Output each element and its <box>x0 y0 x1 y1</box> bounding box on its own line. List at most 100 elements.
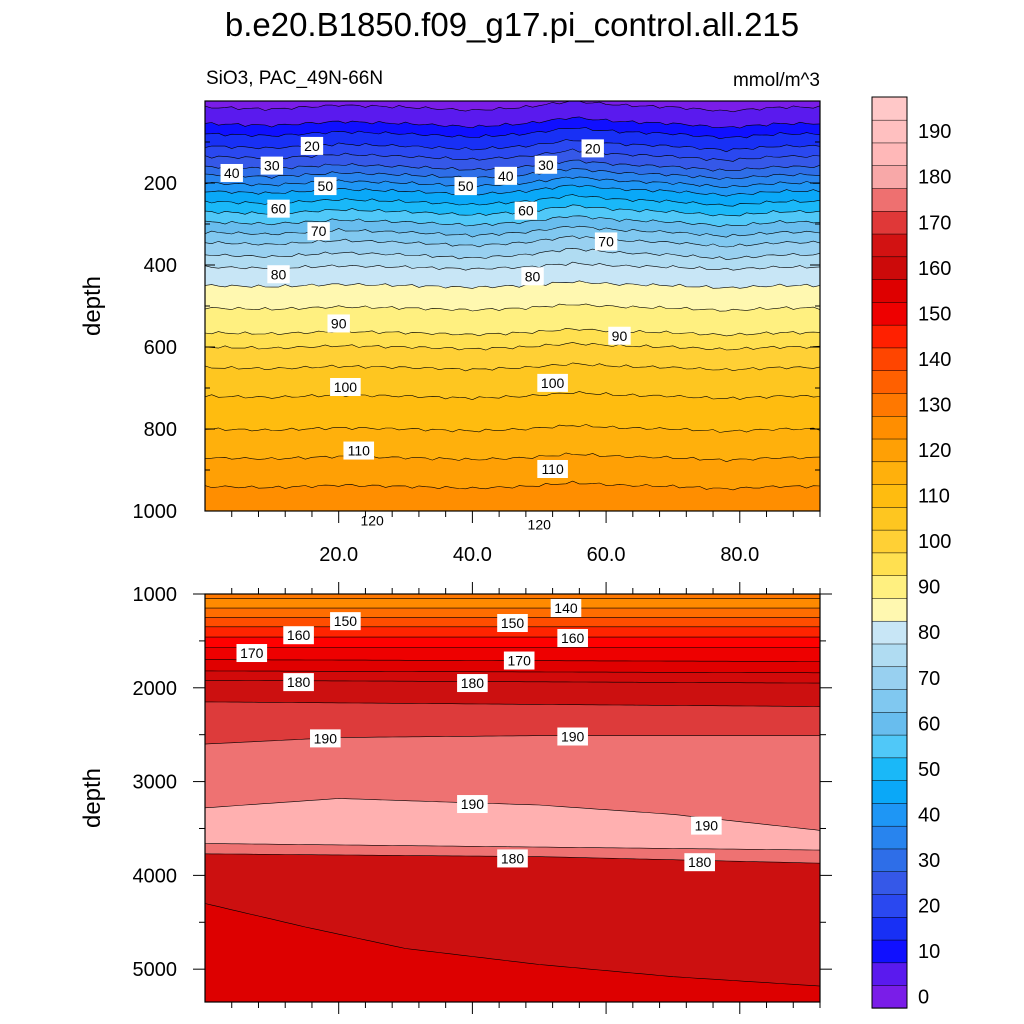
lower-contour-line-195 <box>205 843 820 851</box>
lower-contour-line-180 <box>205 701 820 707</box>
upper-contour-label-text: 120 <box>528 516 552 532</box>
colorbar-label: 80 <box>918 622 940 644</box>
upper-contour-label-text: 70 <box>311 223 327 239</box>
upper-contour-line-120 <box>205 452 820 463</box>
lower-contour-label-box <box>310 729 341 748</box>
lower-panel-frame <box>204 593 821 1003</box>
upper-contour-label-text: 80 <box>271 266 287 282</box>
upper-y-tick-label: 800 <box>144 419 177 441</box>
upper-fill-band-130 <box>575 510 581 511</box>
colorbar-label: 170 <box>918 212 951 234</box>
x-tick-label: 40.0 <box>453 544 492 566</box>
lower-contour-label: 170 <box>236 644 268 663</box>
upper-contour-label-text: 100 <box>541 375 565 391</box>
colorbar: 0 10 20 30 40 50 60 70 80 90 100 110 120 130 140 150 160… <box>871 96 951 1009</box>
upper-contour-label-text: 30 <box>264 158 280 174</box>
upper-contour-label-box <box>330 378 361 396</box>
upper-contour-label: 20 <box>581 139 604 158</box>
upper-contour-line-100 <box>205 342 820 351</box>
colorbar-label: 50 <box>918 759 940 781</box>
upper-contour-label-text: 60 <box>518 203 534 219</box>
colorbar-swatch <box>871 620 908 645</box>
colorbar-swatch <box>871 347 908 371</box>
colorbar-swatch <box>871 962 908 986</box>
lower-contour-label: 190 <box>457 795 488 814</box>
lower-contour-label-box <box>457 674 488 693</box>
colorbar-label: 70 <box>918 668 940 690</box>
upper-contour-line-80 <box>205 261 820 271</box>
upper-contour-label-text: 80 <box>525 268 541 284</box>
subtitle-right: mmol/m^3 <box>733 70 820 91</box>
lower-contour-label-text: 170 <box>508 653 532 669</box>
colorbar-swatch <box>871 643 908 668</box>
lower-contour-label-text: 190 <box>461 796 485 812</box>
colorbar-swatch <box>871 278 908 303</box>
upper-contour-label-text: 50 <box>458 178 474 194</box>
lower-fill-band-205 <box>205 903 820 1002</box>
upper-y-tick-label: 200 <box>144 173 177 195</box>
lower-contour-label-box <box>283 626 314 645</box>
upper-panel: 40 30 20 50 60 70 80 90 100 110 120 50 40 30 20 60 70 80 9… <box>79 100 821 566</box>
upper-contour-label-box <box>608 326 631 345</box>
lower-contour-label-text: 140 <box>554 600 578 616</box>
lower-contour-label-text: 180 <box>461 675 485 691</box>
lower-contour-label-box <box>330 612 361 631</box>
lower-contour-label-text: 160 <box>561 630 585 646</box>
upper-contour-label-box <box>594 232 618 251</box>
upper-contour-label-box <box>307 222 330 241</box>
upper-contour-label-box <box>514 201 538 220</box>
upper-contour-label-box <box>343 441 375 460</box>
colorbar-swatch <box>871 324 908 349</box>
upper-contour-line-125 <box>205 480 820 491</box>
upper-contour-label: 60 <box>514 201 538 220</box>
upper-contour-line-5 <box>205 101 820 113</box>
lower-contour-label-box <box>557 629 588 648</box>
upper-contour-line-70 <box>205 235 820 248</box>
colorbar-swatch <box>871 461 908 485</box>
colorbar-swatch <box>871 916 908 941</box>
lower-contour-label-text: 180 <box>688 854 712 870</box>
colorbar-swatch <box>871 119 908 144</box>
colorbar-label: 150 <box>918 303 951 325</box>
upper-contour-line-105 <box>205 362 820 372</box>
lower-contour-label: 180 <box>283 673 314 692</box>
lower-y-axis-label: depth <box>79 768 106 828</box>
colorbar-swatch <box>871 256 908 280</box>
lower-contour-label: 170 <box>503 651 535 670</box>
upper-contour-label-box <box>537 373 568 392</box>
upper-contour-label-text: 60 <box>271 201 287 217</box>
upper-contour-label-box <box>314 177 337 196</box>
lower-contour-label-text: 180 <box>501 850 525 866</box>
upper-y-axis-label: depth <box>79 276 106 336</box>
colorbar-swatch <box>871 187 908 212</box>
colorbar-swatch <box>871 893 908 918</box>
upper-contour-label-box <box>523 515 555 534</box>
upper-contour-label-text: 110 <box>541 461 564 477</box>
colorbar-swatch <box>871 848 908 873</box>
upper-contour-label-text: 20 <box>304 138 320 154</box>
lower-contour-label: 180 <box>457 674 488 693</box>
x-tick-label: 20.0 <box>319 544 358 566</box>
colorbar-label: 90 <box>918 577 940 599</box>
colorbar-swatch <box>871 301 908 326</box>
upper-contour-label: 20 <box>300 136 324 155</box>
colorbar-swatch <box>871 825 908 850</box>
colorbar-swatch <box>871 575 908 599</box>
upper-contour-line-45 <box>205 184 820 197</box>
lower-contour-label: 140 <box>550 599 582 618</box>
upper-contour-label-text: 30 <box>538 157 554 173</box>
lower-contour-label: 180 <box>497 849 528 868</box>
colorbar-swatch <box>871 734 908 759</box>
colorbar-swatch <box>871 871 908 895</box>
lower-contour-label: 150 <box>330 612 361 631</box>
lower-contour-label: 190 <box>557 727 588 746</box>
upper-y-tick-label: 1000 <box>133 501 178 523</box>
colorbar-label: 60 <box>918 713 940 735</box>
upper-contour-label-box <box>494 166 518 185</box>
upper-contour-label: 70 <box>307 222 330 241</box>
colorbar-swatch <box>871 392 908 417</box>
upper-contour-label: 90 <box>327 314 350 333</box>
upper-contour-label-text: 70 <box>598 233 614 249</box>
upper-contour-label-text: 110 <box>348 443 371 459</box>
colorbar-swatch <box>871 984 908 1009</box>
